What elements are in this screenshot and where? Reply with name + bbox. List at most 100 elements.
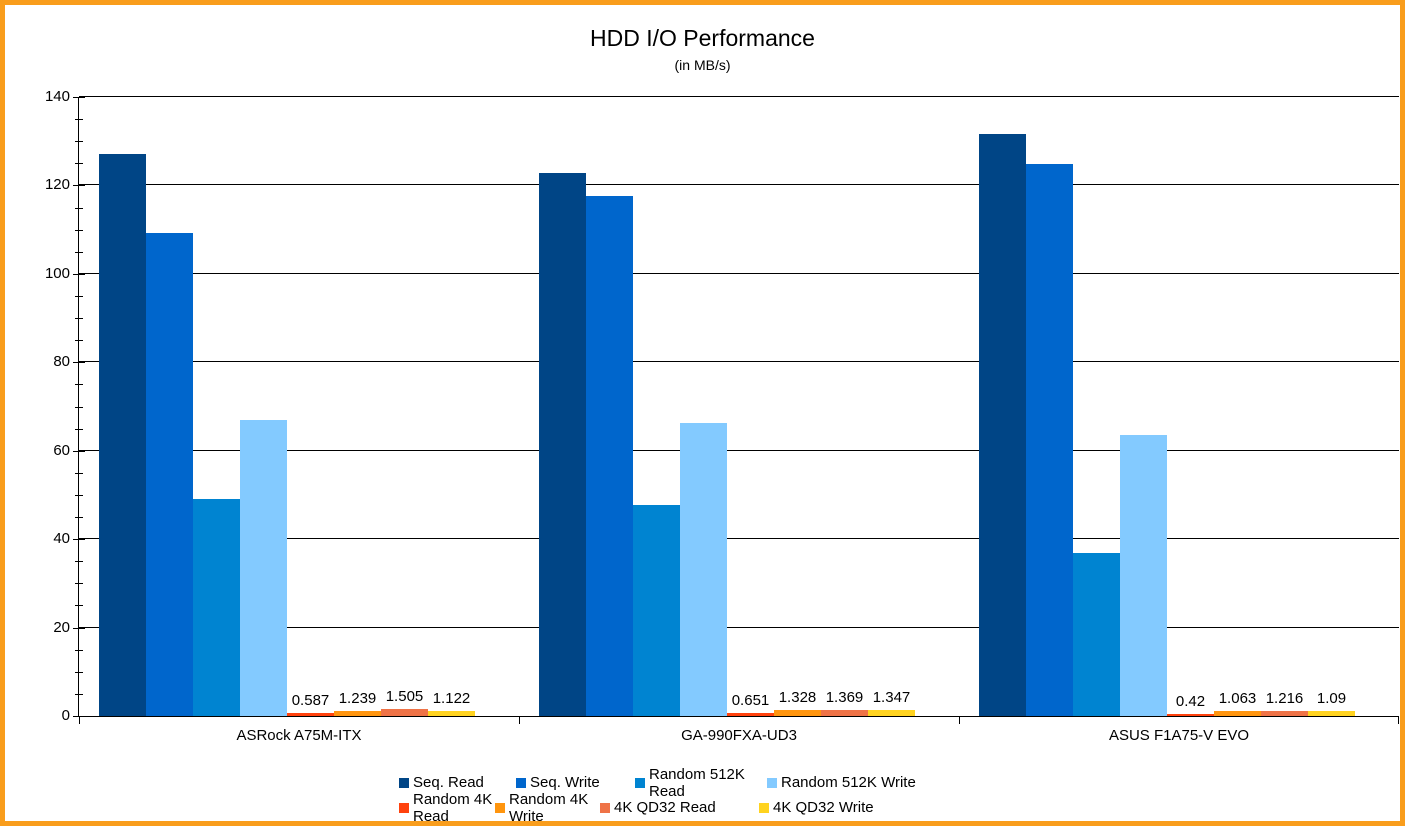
y-minor-tick	[75, 384, 83, 386]
y-minor-tick	[75, 605, 83, 607]
legend-item: Seq. Read	[399, 774, 516, 791]
bar-value-label: 1.122	[432, 690, 471, 708]
bar	[979, 133, 1026, 716]
legend-label: Random 512K Read	[649, 765, 745, 800]
bar-value-label: 1.239	[338, 689, 377, 707]
y-major-tick	[73, 97, 85, 98]
bar	[1261, 710, 1308, 716]
bar-value-label: 0.587	[291, 692, 330, 710]
legend-item: 4K QD32 Read	[600, 799, 759, 816]
legend-swatch	[516, 777, 526, 788]
legend-swatch	[767, 777, 777, 788]
y-tick-label: 60	[53, 441, 70, 459]
bar	[633, 504, 680, 716]
legend-item: Random 512K Read	[635, 766, 767, 800]
bar	[1073, 553, 1120, 716]
legend-row: Random 4K Read Random 4K Write 4K QD32 Rea…	[399, 791, 916, 821]
y-minor-tick	[75, 671, 83, 673]
gridline	[79, 184, 1399, 186]
chart-subtitle: (in MB/s)	[674, 57, 731, 73]
bar	[1214, 711, 1261, 716]
y-major-tick	[73, 273, 85, 275]
y-minor-tick	[75, 295, 83, 297]
bar	[774, 710, 821, 716]
bar	[821, 709, 868, 716]
y-minor-tick	[75, 207, 83, 209]
bar-value-label: 1.369	[825, 688, 864, 706]
y-minor-tick	[75, 318, 83, 320]
gridline	[79, 626, 1399, 628]
y-tick-label: 120	[44, 176, 70, 194]
legend-label: Seq. Write	[530, 774, 600, 791]
legend-label: 4K QD32 Write	[773, 799, 874, 816]
y-minor-tick	[75, 163, 83, 165]
y-minor-tick	[75, 583, 83, 585]
legend-swatch	[600, 802, 610, 813]
legend-item: Random 4K Write	[495, 790, 600, 825]
legend-item: Random 4K Read	[399, 790, 495, 825]
category-label: GA-990FXA-UD3	[681, 727, 797, 744]
legend-swatch	[495, 802, 505, 813]
y-major-tick	[73, 627, 85, 629]
legend-label: Seq. Read	[413, 774, 484, 791]
legend-label: Random 4K Read	[413, 790, 493, 825]
bar	[1308, 711, 1355, 716]
y-minor-tick	[75, 119, 83, 121]
category-label: ASRock A75M-ITX	[236, 727, 362, 744]
bar	[381, 709, 428, 716]
bar	[680, 423, 727, 716]
legend-swatch	[399, 777, 409, 788]
y-minor-tick	[75, 561, 83, 563]
plot-area: 0 20 40 60 80 100 120 140 0.587 0.651 0.42 1.239 1.3…	[45, 88, 1399, 744]
y-minor-tick	[75, 229, 83, 231]
y-major-tick	[73, 450, 85, 452]
legend-swatch	[759, 802, 769, 813]
y-tick-label: 100	[44, 264, 70, 282]
legend-label: 4K QD32 Read	[614, 799, 716, 816]
bar-value-label: 0.651	[731, 692, 770, 710]
gridline	[79, 272, 1399, 274]
bar	[1120, 434, 1167, 716]
legend-item: Random 512K Write	[767, 774, 916, 791]
bar-value-label: 1.216	[1265, 689, 1304, 707]
bar-value-label: 1.505	[385, 688, 424, 706]
category-boundary-tick	[79, 716, 80, 724]
legend-label: Random 4K Write	[509, 790, 589, 825]
y-tick-label: 40	[53, 530, 70, 548]
y-minor-tick	[75, 428, 83, 430]
bar	[1026, 164, 1073, 716]
y-tick-label: 140	[44, 88, 70, 105]
legend-item: 4K QD32 Write	[759, 799, 874, 816]
y-tick-label: 20	[53, 618, 70, 636]
y-minor-tick	[75, 494, 83, 496]
bar	[1167, 714, 1214, 716]
y-minor-tick	[75, 251, 83, 253]
y-major-tick	[73, 185, 85, 187]
y-minor-tick	[75, 472, 83, 474]
category-boundary-tick	[519, 716, 520, 724]
bar	[428, 711, 475, 716]
y-tick-label: 80	[53, 353, 70, 371]
category-boundary-tick	[959, 716, 960, 724]
bar-value-label: 1.347	[872, 689, 911, 707]
bar	[586, 196, 633, 716]
legend-swatch	[399, 802, 409, 813]
y-minor-tick	[75, 141, 83, 143]
bar	[287, 713, 334, 716]
bar-value-label: 1.328	[778, 689, 817, 707]
legend: Seq. Read Seq. Write Random 512K Read Rando…	[399, 766, 916, 821]
y-minor-tick	[75, 406, 83, 408]
legend-row: Seq. Read Seq. Write Random 512K Read Rando…	[399, 766, 916, 800]
y-minor-tick	[75, 517, 83, 519]
bar	[99, 153, 146, 716]
bar	[727, 713, 774, 716]
y-minor-tick	[75, 649, 83, 651]
legend-label: Random 512K Write	[781, 774, 916, 791]
y-tick-label: 0	[61, 707, 70, 724]
gridline	[79, 96, 1399, 97]
legend-swatch	[635, 777, 645, 788]
category-label: ASUS F1A75-V EVO	[1108, 727, 1250, 744]
gridline	[79, 361, 1399, 363]
bar	[240, 419, 287, 716]
